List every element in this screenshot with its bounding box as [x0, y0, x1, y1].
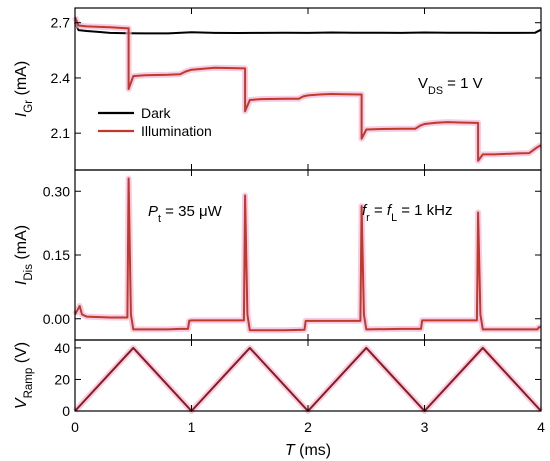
axes-frame-bottom — [74, 339, 542, 412]
legend-label-0: Dark — [141, 105, 172, 121]
annotation-frequency-part-5: = 1 kHz — [397, 202, 452, 219]
y-axis-title-bottom-part-2: (V) — [13, 342, 30, 368]
annotation-frequency-part-3: f — [387, 202, 393, 219]
x-axis-title-part-1: (ms) — [295, 442, 331, 459]
y-axis-title-top-part-0: I — [13, 112, 30, 117]
y-axis-title-middle-part-2: (mA) — [13, 225, 30, 264]
annotation-vds-part-0: V — [418, 75, 428, 92]
y-tick-label-top-0: 2.1 — [51, 125, 71, 141]
annotation-frequency-part-0: f — [362, 202, 368, 219]
series-halo-V_Ramp — [72, 344, 544, 414]
y-axis-title-middle-part-1: Dis — [23, 264, 35, 281]
series-line-Dark — [74, 22, 542, 35]
y-tick-label-top-2: 2.7 — [51, 15, 71, 31]
y-axis-title-bottom-part-0: V — [13, 397, 30, 409]
y-tick-label-top-1: 2.4 — [51, 70, 71, 86]
y-tick-label-middle-1: 0.15 — [43, 247, 70, 263]
annotation-vds-part-1: DS — [428, 85, 443, 97]
panel-middle: 0.00 0.15 0.30 IDis (mA) — [13, 169, 542, 341]
annotation-frequency: fr = fL = 1 kHz — [362, 202, 453, 224]
y-tick-label-bottom-0: 0 — [62, 403, 70, 419]
y-axis-title-top: IGr (mA) — [13, 61, 35, 117]
annotation-power-part-2: = 35 μW — [161, 203, 223, 220]
x-axis-title: T (ms) — [285, 442, 331, 459]
y-axis-title-middle: IDis (mA) — [13, 225, 35, 285]
panel-bottom: 0 20 40 VRamp (V) — [13, 339, 544, 419]
x-tick-label-2: 2 — [304, 419, 312, 435]
annotation-power: Pt = 35 μW — [148, 203, 223, 225]
y-axis-title-bottom: VRamp (V) — [13, 342, 35, 409]
series-halo-Illumination — [72, 175, 542, 334]
y-tick-label-middle-2: 0.30 — [43, 183, 70, 199]
y-axis-title-bottom-part-1: Ramp — [23, 368, 35, 399]
annotation-frequency-part-2: = — [370, 202, 387, 219]
y-axis-title-top-part-1: Gr — [23, 100, 35, 113]
x-tick-label-1: 1 — [188, 419, 196, 435]
legend-label-1: Illumination — [141, 123, 212, 139]
x-tick-label-4: 4 — [537, 419, 545, 435]
panel-top: 2.1 2.4 2.7 IGr (mA) — [13, 7, 543, 171]
y-tick-label-bottom-2: 40 — [54, 340, 70, 356]
series-line-Illumination — [74, 177, 541, 332]
x-axis-title-part-0: T — [285, 442, 296, 459]
y-axis-title-middle-part-0: I — [13, 280, 30, 285]
annotation-vds: VDS = 1 V — [418, 75, 483, 97]
annotation-frequency-part-4: L — [391, 212, 397, 224]
annotation-power-part-0: P — [148, 203, 158, 220]
annotation-frequency-part-1: r — [366, 212, 370, 224]
axes-frame-middle — [74, 169, 542, 341]
x-tick-label-0: 0 — [71, 419, 79, 435]
annotation-vds-part-2: = 1 V — [443, 75, 483, 92]
x-tick-label-3: 3 — [421, 419, 429, 435]
annotation-power-part-1: t — [158, 213, 161, 225]
y-tick-label-middle-0: 0.00 — [43, 311, 70, 327]
y-axis-title-top-part-2: (mA) — [13, 61, 30, 100]
y-tick-label-bottom-1: 20 — [54, 371, 70, 387]
series-line-Illumination — [74, 16, 542, 162]
